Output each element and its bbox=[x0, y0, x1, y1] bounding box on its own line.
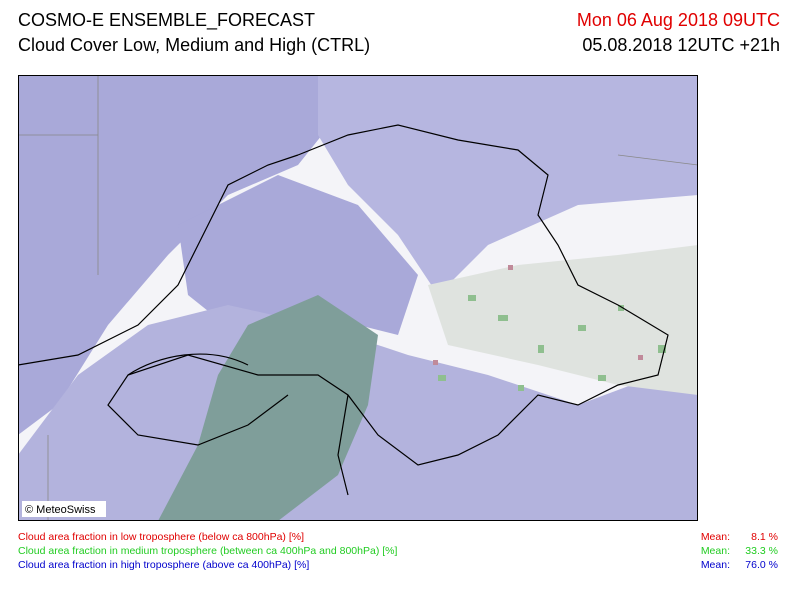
valid-time: Mon 06 Aug 2018 09UTC bbox=[576, 10, 780, 30]
mean-label: Mean: bbox=[700, 531, 730, 543]
region-lines bbox=[18, 75, 698, 521]
mean-value: 33.3 % bbox=[745, 545, 778, 557]
cloud-medium-speckles bbox=[438, 295, 666, 391]
mean-value: 8.1 % bbox=[751, 531, 778, 543]
borders bbox=[18, 124, 669, 496]
cloud-low-area bbox=[428, 245, 698, 395]
credit: © MeteoSwiss bbox=[25, 504, 96, 516]
mean-label: Mean: bbox=[700, 545, 730, 557]
run-time: 05.08.2018 12UTC +21h bbox=[582, 35, 780, 55]
map: © MeteoSwiss bbox=[18, 75, 698, 521]
subtitle: Cloud Cover Low, Medium and High (CTRL) bbox=[18, 35, 371, 55]
title: COSMO-E ENSEMBLE_FORECAST bbox=[18, 10, 316, 30]
map-frame bbox=[18, 75, 698, 521]
cloud-high bbox=[178, 175, 418, 335]
credit-box bbox=[22, 501, 106, 517]
cloud-medium-high bbox=[158, 295, 378, 521]
legend-label: Cloud area fraction in low troposphere (… bbox=[18, 531, 304, 543]
cloud-low-speckles bbox=[433, 265, 643, 365]
mean-label: Mean: bbox=[700, 559, 730, 571]
mean-value: 76.0 % bbox=[745, 559, 778, 571]
cloud-high bbox=[318, 75, 698, 295]
legend-label: Cloud area fraction in medium tropospher… bbox=[18, 545, 398, 557]
legend-label: Cloud area fraction in high troposphere … bbox=[18, 559, 310, 571]
